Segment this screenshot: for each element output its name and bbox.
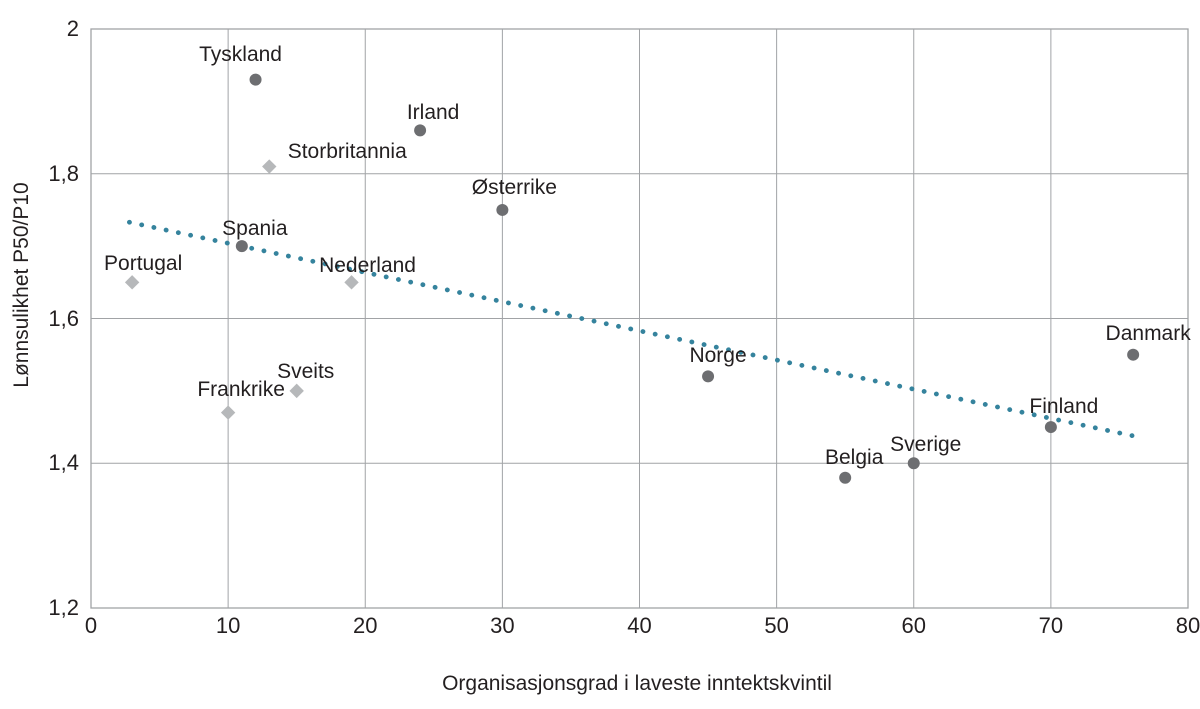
data-point-marker (289, 383, 304, 399)
data-point-marker (124, 275, 140, 290)
data-point-marker (702, 370, 715, 383)
data-point-marker (1127, 348, 1140, 361)
y-axis-title: Lønnsulikhet P50/P10 (10, 182, 33, 388)
x-axis-title: Organisasjonsgrad i laveste inntektskvin… (442, 672, 832, 695)
data-point-marker (249, 73, 262, 86)
data-point-marker (839, 471, 852, 484)
data-point-marker (262, 159, 277, 174)
data-point-marker (1044, 421, 1057, 434)
plot-border (90, 28, 1189, 609)
data-point-marker (220, 405, 236, 420)
data-point-marker (414, 124, 427, 137)
trendline (126, 219, 1139, 439)
data-point-marker (235, 240, 248, 253)
data-point-marker (344, 275, 359, 290)
data-point-marker (907, 457, 920, 470)
data-point-marker (496, 203, 509, 216)
